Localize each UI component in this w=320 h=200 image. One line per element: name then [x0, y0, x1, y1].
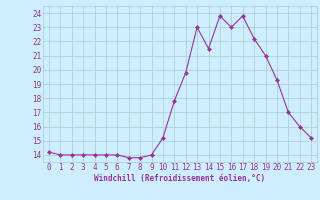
X-axis label: Windchill (Refroidissement éolien,°C): Windchill (Refroidissement éolien,°C): [94, 174, 266, 183]
